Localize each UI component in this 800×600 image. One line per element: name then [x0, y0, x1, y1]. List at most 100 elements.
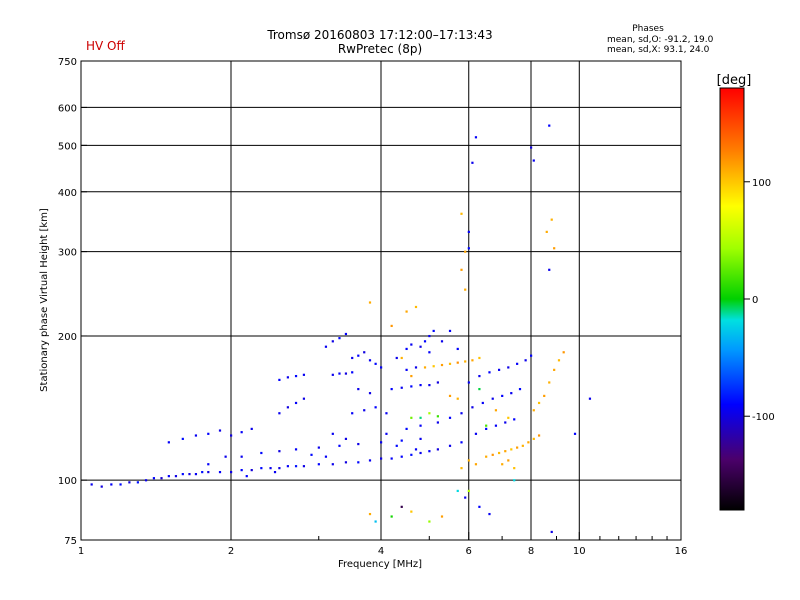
data-point [357, 354, 360, 357]
data-point [357, 461, 360, 464]
y-tick-label: 75 [64, 536, 77, 547]
data-point [448, 329, 452, 333]
data-point [380, 441, 383, 444]
data-point [344, 332, 348, 336]
x-tick-label: 2 [228, 546, 234, 557]
data-point [497, 451, 501, 455]
data-point [310, 453, 313, 456]
data-point [521, 444, 524, 447]
data-point [351, 356, 354, 360]
data-point [278, 378, 281, 381]
x-tick-label: 16 [675, 546, 688, 557]
data-point [464, 288, 467, 291]
data-point [440, 340, 444, 343]
y-tick-label: 300 [58, 248, 77, 259]
data-point [537, 434, 541, 437]
data-point [532, 437, 535, 440]
data-point [478, 356, 481, 360]
data-point [513, 467, 516, 470]
data-point [471, 161, 474, 164]
data-point [474, 136, 478, 139]
data-point [464, 250, 467, 253]
data-point [152, 477, 156, 480]
data-point [497, 368, 501, 371]
data-point [338, 372, 341, 375]
data-point [302, 465, 306, 468]
data-point [530, 354, 533, 357]
data-point [460, 412, 463, 415]
data-point [286, 465, 289, 468]
data-point [419, 437, 422, 440]
data-point [516, 446, 519, 449]
data-point [136, 481, 139, 484]
data-point [448, 416, 452, 419]
data-point [331, 432, 334, 435]
data-point [294, 465, 298, 468]
data-point [553, 368, 556, 371]
data-point [207, 463, 210, 466]
data-point [278, 412, 281, 415]
data-point [167, 475, 170, 478]
data-point [201, 470, 204, 474]
status-text: HV Off [86, 39, 125, 53]
data-point [351, 412, 354, 415]
y-tick-label: 200 [58, 332, 77, 343]
data-point [240, 431, 243, 434]
data-point [390, 515, 393, 518]
data-point [419, 383, 422, 387]
x-tick-label: 4 [378, 546, 384, 557]
data-point [532, 159, 535, 162]
data-point [374, 406, 377, 409]
x-axis-ticks: 1 2 4 6 8 10 16 [78, 532, 688, 557]
data-point [260, 467, 263, 470]
data-point [324, 345, 328, 348]
data-point [507, 366, 510, 369]
data-point [436, 381, 439, 384]
data-point [478, 387, 481, 391]
data-point [474, 463, 478, 466]
data-point [110, 483, 113, 486]
data-point [423, 366, 427, 369]
data-point [207, 432, 210, 435]
chart-title: Tromsø 20160803 17:12:00–17:13:43 [266, 28, 492, 42]
data-point [471, 406, 474, 409]
data-point [510, 448, 513, 451]
data-point [410, 510, 413, 513]
data-points [90, 124, 592, 534]
data-point [410, 374, 413, 378]
data-point [395, 444, 398, 447]
data-point [507, 416, 510, 419]
data-point [395, 356, 398, 360]
data-point [467, 230, 470, 233]
data-point [230, 470, 233, 474]
data-point [501, 463, 504, 466]
data-point [550, 530, 553, 534]
data-point [250, 427, 253, 431]
data-point [400, 439, 403, 442]
data-point [428, 520, 431, 523]
data-point [240, 469, 243, 472]
data-point [436, 448, 439, 451]
data-point [436, 421, 439, 424]
data-point [464, 360, 467, 363]
data-point [368, 301, 372, 304]
data-point [363, 351, 366, 354]
data-point [516, 362, 519, 365]
y-tick-label: 100 [58, 476, 77, 487]
data-point [456, 361, 459, 364]
data-point [467, 459, 470, 462]
data-point [380, 366, 383, 369]
data-point [440, 515, 444, 518]
data-point [545, 230, 548, 233]
data-point [530, 146, 533, 149]
data-point [230, 434, 233, 437]
grid [81, 61, 681, 540]
data-point [485, 424, 488, 427]
data-point [423, 340, 427, 343]
data-point [207, 470, 210, 474]
data-point [100, 485, 103, 488]
data-point [405, 347, 408, 351]
data-point [548, 268, 551, 271]
colorbar [719, 87, 745, 511]
data-point [331, 463, 334, 466]
